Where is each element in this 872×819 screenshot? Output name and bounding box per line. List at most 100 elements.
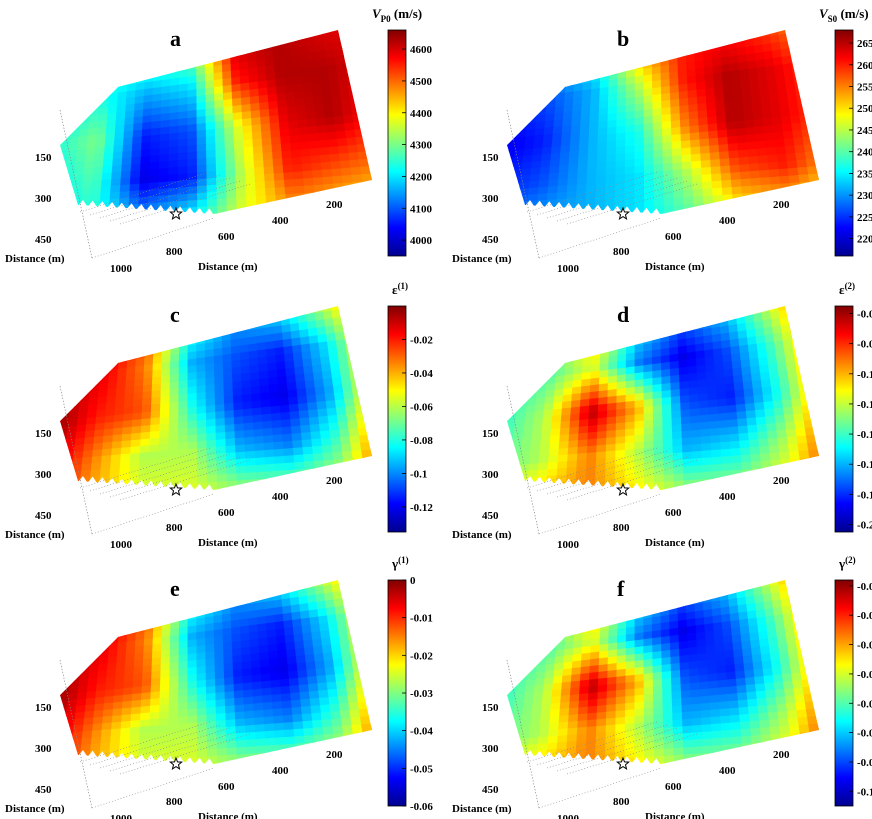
heatmap-cell	[61, 124, 72, 133]
heatmap-cell	[69, 491, 80, 498]
heatmap-cell	[62, 182, 74, 191]
heatmap-cell	[315, 748, 327, 758]
heatmap-cell	[348, 152, 360, 161]
heatmap-cell	[566, 460, 578, 469]
heatmap-cell	[158, 450, 169, 459]
edge-tooth	[534, 476, 544, 483]
heatmap-cell	[92, 716, 104, 725]
panel-letter: e	[170, 576, 180, 601]
heatmap-cell	[83, 167, 95, 176]
heatmap-cell	[233, 416, 245, 425]
heatmap-cell	[625, 124, 636, 134]
heatmap-cell	[83, 710, 95, 719]
heatmap-cell	[678, 359, 689, 369]
heatmap-cell	[141, 404, 152, 414]
heatmap-cell	[358, 98, 370, 108]
heatmap-cell	[376, 143, 387, 151]
heatmap-cell	[696, 364, 707, 374]
heatmap-cell	[326, 64, 338, 74]
heatmap-cell	[711, 449, 722, 458]
heatmap-cell	[251, 407, 263, 417]
heatmap-cell	[724, 383, 736, 392]
heatmap-cell	[328, 696, 340, 706]
heatmap-cell	[678, 90, 689, 100]
heatmap-cell	[681, 437, 693, 446]
heatmap-cell	[242, 132, 254, 141]
heatmap-cell	[550, 421, 562, 431]
y-tick-label: 150	[482, 152, 499, 164]
heatmap-cell	[285, 91, 296, 101]
heatmap-cell	[206, 142, 217, 152]
heatmap-cell	[373, 128, 384, 136]
heatmap-cell	[62, 387, 74, 396]
heatmap-cell	[707, 123, 719, 133]
heatmap-cell	[643, 391, 654, 401]
heatmap-cell	[507, 163, 514, 172]
heatmap-cell	[318, 341, 329, 351]
heatmap-cell	[662, 446, 674, 455]
heatmap-cell	[763, 326, 774, 336]
heatmap-cell	[327, 621, 339, 631]
heatmap-cell	[330, 160, 342, 170]
heatmap-cell	[550, 145, 562, 155]
heatmap-cell	[168, 415, 179, 424]
x-axis-title: Distance (m)	[198, 261, 258, 273]
heatmap-cell	[753, 482, 765, 490]
y-tick-label: 150	[482, 428, 499, 440]
heatmap-cell	[196, 391, 207, 401]
heatmap-cell	[68, 72, 79, 81]
heatmap-cell	[759, 95, 771, 105]
heatmap-cell	[750, 177, 762, 187]
heatmap-cell	[507, 484, 518, 490]
heatmap-cell	[74, 161, 86, 170]
heatmap-surface	[60, 580, 372, 772]
heatmap-cell	[634, 54, 644, 64]
heatmap-cell	[814, 150, 819, 160]
heatmap-cell	[139, 458, 150, 468]
heatmap-cell	[682, 444, 693, 453]
heatmap-cell	[352, 457, 365, 467]
heatmap-cell	[178, 421, 189, 430]
heatmap-cell	[360, 381, 372, 391]
heatmap-cell	[336, 70, 348, 80]
heatmap-cell	[159, 704, 170, 713]
heatmap-cell	[233, 683, 244, 692]
heatmap-cell	[120, 177, 131, 186]
heatmap-cell	[605, 443, 617, 453]
heatmap-cell	[768, 87, 779, 97]
heatmap-cell	[643, 426, 654, 436]
heatmap-cell	[140, 431, 151, 441]
heatmap-cell	[375, 472, 386, 480]
heatmap-cell	[560, 144, 571, 154]
heatmap-cell	[661, 92, 671, 102]
heatmap-cell	[800, 336, 811, 347]
heatmap-cell	[336, 688, 348, 697]
heatmap-cell	[351, 174, 363, 184]
heatmap-cell	[215, 156, 226, 165]
heatmap-cell	[346, 16, 356, 25]
heatmap-cell	[83, 632, 94, 642]
heatmap-cell	[338, 635, 350, 645]
heatmap-cell	[376, 419, 387, 427]
heatmap-cell	[355, 625, 367, 635]
heatmap-cell	[60, 99, 67, 108]
heatmap-cell	[196, 693, 207, 703]
heatmap-cell	[356, 83, 368, 93]
heatmap-cell	[69, 765, 80, 772]
heatmap-cell	[245, 739, 257, 748]
heatmap-cell	[557, 341, 568, 351]
heatmap-cell	[669, 84, 680, 94]
heatmap-cell	[492, 454, 502, 461]
heatmap-cell	[332, 175, 344, 185]
heatmap-cell	[363, 67, 372, 77]
heatmap-cell	[525, 483, 538, 490]
heatmap-cell	[755, 133, 766, 143]
heatmap-cell	[187, 165, 198, 174]
heatmap-cell	[168, 166, 179, 176]
heatmap-cell	[739, 351, 751, 362]
heatmap-cell	[606, 154, 617, 163]
heatmap-cell	[136, 605, 147, 615]
heatmap-cell	[351, 603, 363, 613]
heatmap-cell	[794, 30, 805, 33]
